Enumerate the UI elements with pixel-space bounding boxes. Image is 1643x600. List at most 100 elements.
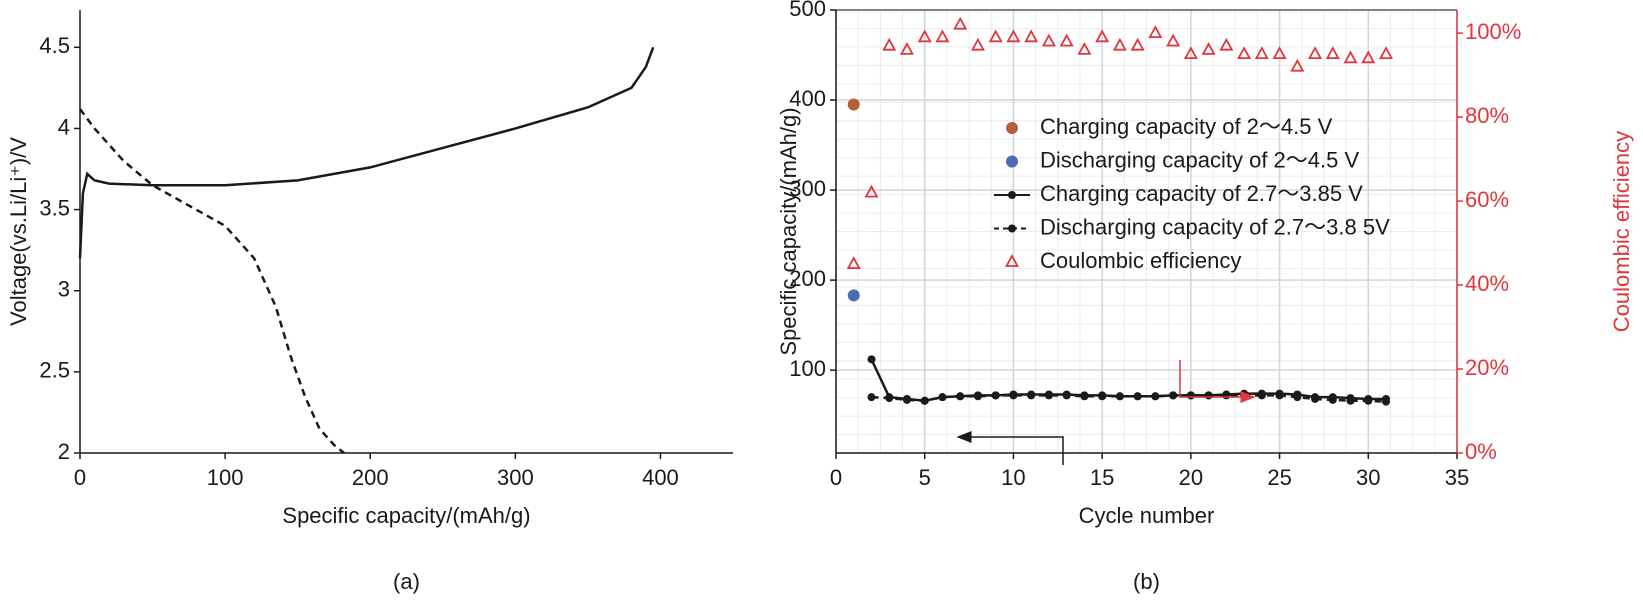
point <box>1151 392 1160 401</box>
x-tick-label: 30 <box>1356 465 1380 490</box>
point <box>920 396 929 405</box>
point <box>1133 392 1142 401</box>
legend-label: Discharging capacity of 2.7～3.8 5V <box>1040 214 1390 239</box>
point <box>1095 29 1110 43</box>
point <box>1080 392 1089 401</box>
point <box>1044 391 1053 400</box>
point <box>1009 391 1018 400</box>
point <box>1254 46 1269 59</box>
point <box>1077 42 1092 55</box>
y2-tick-label: 0% <box>1465 439 1497 464</box>
point <box>991 391 1000 400</box>
y-axis-label: Specific capacity/(mAh/g) <box>776 107 801 355</box>
point <box>1343 50 1358 64</box>
x-tick-label: 300 <box>497 465 534 490</box>
point <box>1024 29 1039 43</box>
x-tick-label: 200 <box>352 465 389 490</box>
legend-marker <box>1008 191 1016 199</box>
point <box>1130 37 1145 51</box>
point <box>1275 391 1284 400</box>
y2-tick-label: 80% <box>1465 103 1509 128</box>
point <box>1361 50 1376 64</box>
legend-label: Discharging capacity of 2～4.5 V <box>1040 147 1359 172</box>
point <box>885 394 894 403</box>
y2-tick-label: 20% <box>1465 355 1509 380</box>
point <box>902 395 911 404</box>
point <box>1098 392 1107 401</box>
point <box>846 256 861 269</box>
point <box>899 42 914 55</box>
x-tick-label: 5 <box>919 465 931 490</box>
point <box>1308 46 1323 59</box>
point <box>1112 37 1127 51</box>
point <box>1346 396 1355 405</box>
y-tick-label: 2 <box>58 439 70 464</box>
x-tick-label: 15 <box>1090 465 1114 490</box>
panel-caption: (a) <box>393 569 420 594</box>
y2-tick-label: 100% <box>1465 19 1521 44</box>
point <box>1201 42 1216 55</box>
point <box>1364 396 1373 405</box>
point <box>864 184 879 198</box>
y-tick-label: 200 <box>789 266 826 291</box>
point <box>956 392 965 401</box>
point <box>847 289 860 302</box>
point <box>1166 33 1181 47</box>
y-tick-label: 4.5 <box>39 33 70 58</box>
point <box>1169 391 1178 400</box>
legend-label: Charging capacity of 2.7～3.85 V <box>1040 181 1363 206</box>
y2-axis-label: Coulombic efficiency <box>1609 131 1634 332</box>
x-tick-label: 400 <box>642 465 679 490</box>
x-tick-label: 0 <box>74 465 86 490</box>
legend-marker <box>1006 122 1018 134</box>
series-line <box>78 46 655 259</box>
y-tick-label: 300 <box>789 176 826 201</box>
point <box>988 29 1003 43</box>
point <box>1115 392 1124 401</box>
point <box>1382 397 1391 406</box>
series-line <box>870 358 1387 403</box>
point <box>1204 391 1213 400</box>
point <box>938 393 947 402</box>
right-axis-arrow <box>1179 360 1256 403</box>
point <box>1222 391 1231 400</box>
y-tick-label: 4 <box>58 114 70 139</box>
point <box>1219 37 1234 51</box>
y2-tick-label: 60% <box>1465 187 1509 212</box>
y-tick-label: 2.5 <box>39 358 70 383</box>
point <box>1006 29 1021 43</box>
y-tick-label: 400 <box>789 86 826 111</box>
x-tick-label: 35 <box>1445 465 1469 490</box>
left-axis-arrow <box>956 431 1064 465</box>
x-tick-label: 20 <box>1179 465 1203 490</box>
point <box>970 37 985 51</box>
point <box>1237 46 1252 59</box>
legend-label: Charging capacity of 2～4.5 V <box>1040 114 1333 139</box>
point <box>953 16 968 30</box>
point <box>1290 58 1305 72</box>
point <box>867 355 876 364</box>
x-tick-label: 100 <box>207 465 244 490</box>
point <box>1062 391 1071 400</box>
x-tick-label: 0 <box>830 465 842 490</box>
y-axis-label: Voltage(vs.Li/Li⁺)/V <box>6 137 31 326</box>
x-axis-label: Cycle number <box>1079 503 1215 528</box>
legend-marker <box>1006 155 1018 168</box>
y-tick-label: 500 <box>789 0 826 21</box>
point <box>917 29 932 43</box>
x-tick-label: 10 <box>1001 465 1025 490</box>
point <box>1183 46 1198 59</box>
series-line <box>78 108 345 454</box>
x-tick-label: 25 <box>1267 465 1291 490</box>
point <box>1379 46 1394 59</box>
legend-marker <box>1008 224 1016 233</box>
point <box>1041 33 1056 47</box>
point <box>1325 46 1340 59</box>
point <box>1311 394 1320 403</box>
point <box>1059 33 1074 47</box>
point <box>1293 393 1302 402</box>
point <box>1328 395 1337 404</box>
point <box>882 37 897 51</box>
